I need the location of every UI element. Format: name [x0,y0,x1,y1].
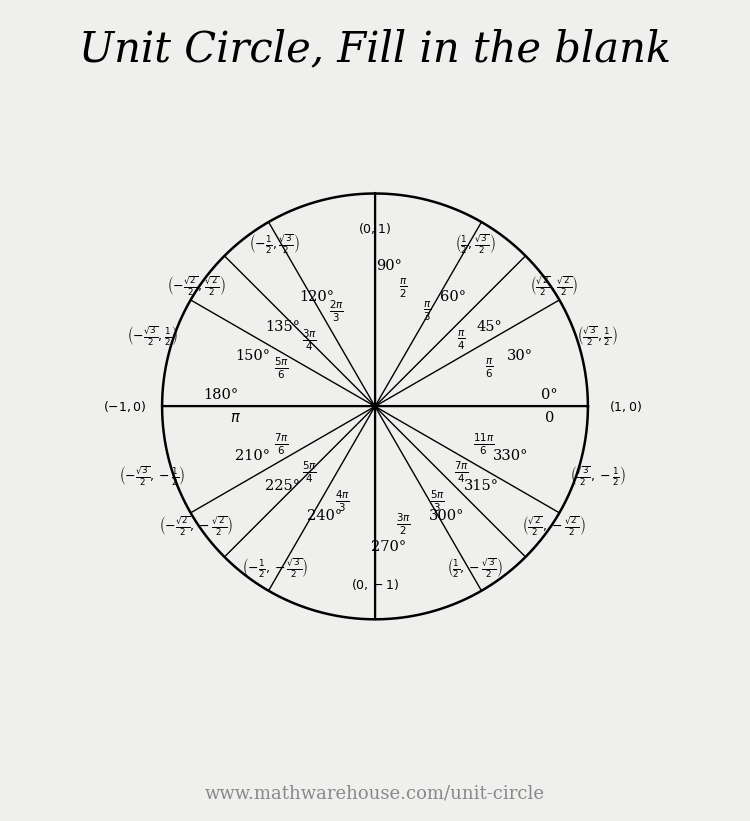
Text: Unit Circle, Fill in the blank: Unit Circle, Fill in the blank [79,29,671,71]
Text: 300°: 300° [429,509,464,523]
Text: 210°: 210° [235,449,270,463]
Text: $\pi$: $\pi$ [230,411,241,425]
Text: 270°: 270° [371,540,406,554]
Text: $\frac{11\pi}{6}$: $\frac{11\pi}{6}$ [473,432,494,457]
Text: $\frac{5\pi}{3}$: $\frac{5\pi}{3}$ [430,488,445,514]
Text: $\frac{\pi}{2}$: $\frac{\pi}{2}$ [400,277,408,300]
Text: $(-1, 0)$: $(-1, 0)$ [103,399,146,414]
Text: 0°: 0° [542,388,558,401]
Text: $\frac{7\pi}{6}$: $\frac{7\pi}{6}$ [274,432,289,457]
Text: 180°: 180° [203,388,238,401]
Text: 30°: 30° [507,350,532,364]
Text: 225°: 225° [265,479,300,493]
Text: $\left(-\frac{1}{2}, -\frac{\sqrt{3}}{2}\right)$: $\left(-\frac{1}{2}, -\frac{\sqrt{3}}{2}… [242,557,308,580]
Text: $\left(-\frac{\sqrt{2}}{2}, \frac{\sqrt{2}}{2}\right)$: $\left(-\frac{\sqrt{2}}{2}, \frac{\sqrt{… [166,274,226,298]
Text: $\frac{7\pi}{4}$: $\frac{7\pi}{4}$ [454,460,469,485]
Text: 330°: 330° [493,449,528,463]
Text: $\frac{5\pi}{4}$: $\frac{5\pi}{4}$ [302,460,316,485]
Text: 315°: 315° [464,479,499,493]
Text: 240°: 240° [308,509,343,523]
Text: $(1, 0)$: $(1, 0)$ [609,399,642,414]
Text: 60°: 60° [440,290,466,304]
Text: $\frac{\pi}{3}$: $\frac{\pi}{3}$ [423,300,431,323]
Text: $\left(-\frac{\sqrt{3}}{2}, \frac{1}{2}\right)$: $\left(-\frac{\sqrt{3}}{2}, \frac{1}{2}\… [127,324,178,348]
Text: 90°: 90° [376,259,402,273]
Text: $(0, -1)$: $(0, -1)$ [351,576,399,592]
Text: $\frac{5\pi}{6}$: $\frac{5\pi}{6}$ [274,355,289,381]
Text: $\left(\frac{\sqrt{2}}{2}, \frac{\sqrt{2}}{2}\right)$: $\left(\frac{\sqrt{2}}{2}, \frac{\sqrt{2… [530,274,578,298]
Text: $(0, 1)$: $(0, 1)$ [358,221,392,236]
Text: $\left(-\frac{\sqrt{2}}{2}, -\frac{\sqrt{2}}{2}\right)$: $\left(-\frac{\sqrt{2}}{2}, -\frac{\sqrt… [159,515,233,539]
Text: $\frac{4\pi}{3}$: $\frac{4\pi}{3}$ [334,488,350,514]
Text: $\frac{\pi}{6}$: $\frac{\pi}{6}$ [484,356,494,379]
Text: $\left(-\frac{1}{2}, \frac{\sqrt{3}}{2}\right)$: $\left(-\frac{1}{2}, \frac{\sqrt{3}}{2}\… [250,233,301,256]
Text: $\frac{2\pi}{3}$: $\frac{2\pi}{3}$ [329,299,344,324]
Text: $\left(-\frac{\sqrt{3}}{2}, -\frac{1}{2}\right)$: $\left(-\frac{\sqrt{3}}{2}, -\frac{1}{2}… [119,465,186,488]
Text: $\frac{3\pi}{4}$: $\frac{3\pi}{4}$ [302,328,316,353]
Text: $\left(\frac{1}{2}, -\frac{\sqrt{3}}{2}\right)$: $\left(\frac{1}{2}, -\frac{\sqrt{3}}{2}\… [447,557,503,580]
Text: www.mathwarehouse.com/unit-circle: www.mathwarehouse.com/unit-circle [205,785,545,803]
Text: $\left(\frac{\sqrt{3}}{2}, -\frac{1}{2}\right)$: $\left(\frac{\sqrt{3}}{2}, -\frac{1}{2}\… [569,465,626,488]
Text: $\left(\frac{\sqrt{3}}{2}, \frac{1}{2}\right)$: $\left(\frac{\sqrt{3}}{2}, \frac{1}{2}\r… [578,324,618,348]
Text: $\frac{\pi}{4}$: $\frac{\pi}{4}$ [457,328,466,352]
Text: $\left(\frac{\sqrt{2}}{2}, -\frac{\sqrt{2}}{2}\right)$: $\left(\frac{\sqrt{2}}{2}, -\frac{\sqrt{… [522,515,586,539]
Text: 120°: 120° [299,290,334,304]
Text: 45°: 45° [476,319,502,333]
Text: $\left(\frac{1}{2}, \frac{\sqrt{3}}{2}\right)$: $\left(\frac{1}{2}, \frac{\sqrt{3}}{2}\r… [454,233,495,256]
Text: $\frac{3\pi}{2}$: $\frac{3\pi}{2}$ [396,511,411,537]
Text: 150°: 150° [235,350,270,364]
Text: 0: 0 [545,411,554,425]
Text: 135°: 135° [265,319,300,333]
